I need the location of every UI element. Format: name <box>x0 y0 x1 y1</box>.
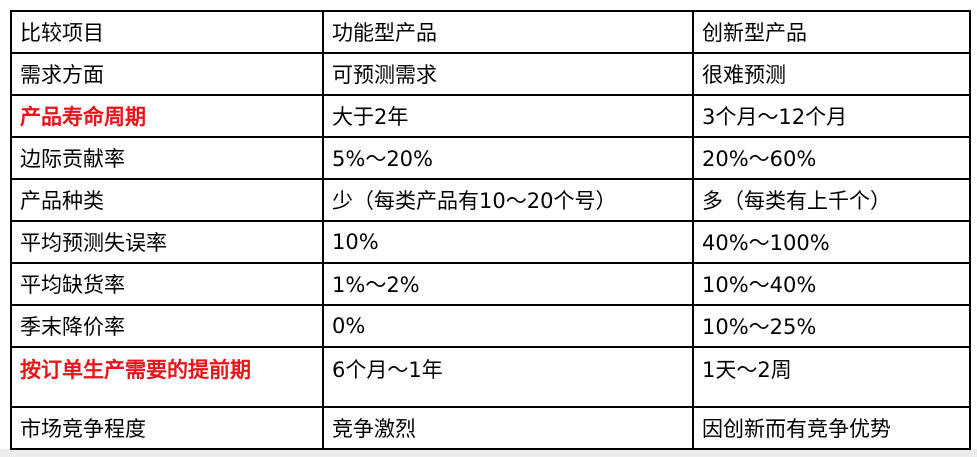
table-cell: 按订单生产需要的提前期 <box>10 346 324 408</box>
table-row: 产品寿命周期 大于2年 3个月～12个月 <box>10 94 971 138</box>
table-cell: 竞争激烈 <box>322 406 694 450</box>
comparison-table: 比较项目 功能型产品 创新型产品 需求方面 可预测需求 很难预测 产品寿命周期 大于2年 3个月… <box>10 10 971 450</box>
table-cell: 可预测需求 <box>322 52 694 96</box>
table-row: 需求方面 可预测需求 很难预测 <box>10 52 971 96</box>
table-cell: 10%～25% <box>692 304 971 348</box>
table-cell: 多（每类有上千个） <box>692 178 971 222</box>
table-cell: 10% <box>322 220 694 264</box>
table-cell: 1%～2% <box>322 262 694 306</box>
table-cell: 需求方面 <box>10 52 324 96</box>
table-cell: 比较项目 <box>10 10 324 54</box>
table-cell: 功能型产品 <box>322 10 694 54</box>
table-row: 平均缺货率 1%～2% 10%～40% <box>10 262 971 306</box>
table-row: 比较项目 功能型产品 创新型产品 <box>10 10 971 54</box>
table-cell: 产品种类 <box>10 178 324 222</box>
table-cell: 边际贡献率 <box>10 136 324 180</box>
table-cell: 5%～20% <box>322 136 694 180</box>
bottom-strip <box>0 449 977 457</box>
table-cell: 10%～40% <box>692 262 971 306</box>
table-cell: 少（每类产品有10～20个号） <box>322 178 694 222</box>
table-cell: 6个月～1年 <box>322 346 694 408</box>
table-row: 产品种类 少（每类产品有10～20个号） 多（每类有上千个） <box>10 178 971 222</box>
table-cell: 产品寿命周期 <box>10 94 324 138</box>
table-cell: 40%～100% <box>692 220 971 264</box>
table-cell: 因创新而有竞争优势 <box>692 406 971 450</box>
table-cell: 0% <box>322 304 694 348</box>
table-row: 按订单生产需要的提前期 6个月～1年 1天～2周 <box>10 346 971 408</box>
table-cell: 3个月～12个月 <box>692 94 971 138</box>
table-cell: 20%～60% <box>692 136 971 180</box>
table-cell: 平均缺货率 <box>10 262 324 306</box>
table-row: 季末降价率 0% 10%～25% <box>10 304 971 348</box>
table-cell: 1天～2周 <box>692 346 971 408</box>
table-cell: 创新型产品 <box>692 10 971 54</box>
table-cell: 季末降价率 <box>10 304 324 348</box>
table-cell: 市场竞争程度 <box>10 406 324 450</box>
table-cell: 很难预测 <box>692 52 971 96</box>
table-cell: 平均预测失误率 <box>10 220 324 264</box>
table-row: 市场竞争程度 竞争激烈 因创新而有竞争优势 <box>10 406 971 450</box>
table-row: 边际贡献率 5%～20% 20%～60% <box>10 136 971 180</box>
table-row: 平均预测失误率 10% 40%～100% <box>10 220 971 264</box>
table-cell: 大于2年 <box>322 94 694 138</box>
